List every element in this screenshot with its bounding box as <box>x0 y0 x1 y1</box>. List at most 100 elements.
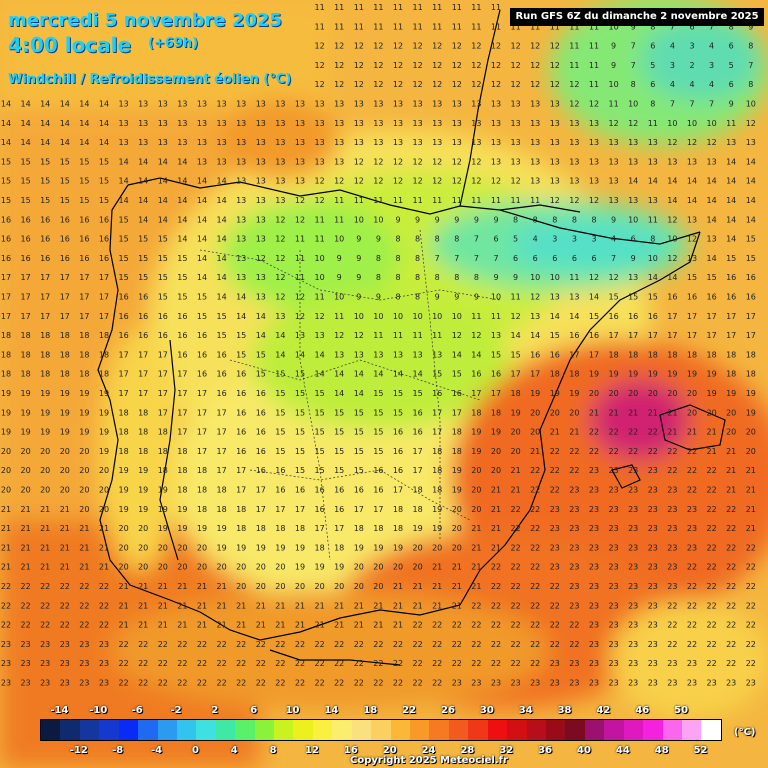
grid-value: 11 <box>589 61 599 70</box>
grid-value: 10 <box>373 215 383 224</box>
grid-value: 15 <box>21 196 31 205</box>
grid-value: 22 <box>687 486 697 495</box>
grid-value: 13 <box>275 138 285 147</box>
legend-label-top: 6 <box>250 705 258 716</box>
grid-value: 19 <box>79 389 89 398</box>
grid-value: 17 <box>1 273 11 282</box>
grid-value: 23 <box>569 505 579 514</box>
grid-value: 15 <box>99 196 109 205</box>
grid-value: 10 <box>609 80 619 89</box>
grid-value: 12 <box>334 61 344 70</box>
grid-value: 13 <box>138 100 148 109</box>
grid-value: 21 <box>79 524 89 533</box>
grid-value: 21 <box>119 621 129 630</box>
grid-value: 18 <box>197 486 207 495</box>
grid-value: 12 <box>471 157 481 166</box>
grid-value: 22 <box>550 601 560 610</box>
grid-value: 21 <box>256 621 266 630</box>
grid-value: 18 <box>393 505 403 514</box>
grid-value: 18 <box>79 350 89 359</box>
grid-value: 13 <box>295 100 305 109</box>
grid-value: 21 <box>21 563 31 572</box>
grid-value: 23 <box>667 524 677 533</box>
grid-value: 22 <box>275 640 285 649</box>
grid-value: 20 <box>491 466 501 475</box>
legend-swatch <box>41 720 61 740</box>
grid-value: 18 <box>628 350 638 359</box>
grid-value: 16 <box>217 350 227 359</box>
grid-value: 13 <box>256 273 266 282</box>
grid-value: 22 <box>667 601 677 610</box>
grid-value: 21 <box>707 428 717 437</box>
grid-value: 19 <box>471 428 481 437</box>
grid-value: 22 <box>1 582 11 591</box>
grid-value: 23 <box>687 659 697 668</box>
grid-value: 20 <box>707 408 717 417</box>
grid-value: 22 <box>236 640 246 649</box>
grid-value: 19 <box>138 505 148 514</box>
grid-value: 23 <box>589 505 599 514</box>
grid-value: 12 <box>452 157 462 166</box>
grid-value: 15 <box>452 370 462 379</box>
legend-label-top: 42 <box>596 705 611 716</box>
grid-value: 21 <box>569 428 579 437</box>
grid-value: 14 <box>511 331 521 340</box>
grid-value: 22 <box>746 563 756 572</box>
grid-value: 13 <box>530 119 540 128</box>
grid-value: 17 <box>40 273 50 282</box>
grid-value: 16 <box>687 293 697 302</box>
grid-value: 20 <box>275 563 285 572</box>
grid-value: 17 <box>726 331 736 340</box>
grid-value: 18 <box>40 370 50 379</box>
grid-value: 21 <box>119 601 129 610</box>
grid-value: 23 <box>589 563 599 572</box>
grid-value: 23 <box>707 679 717 688</box>
grid-value: 18 <box>511 389 521 398</box>
grid-value: 20 <box>1 486 11 495</box>
grid-value: 23 <box>569 486 579 495</box>
grid-value: 13 <box>491 331 501 340</box>
grid-value: 23 <box>60 659 70 668</box>
grid-value: 23 <box>569 582 579 591</box>
grid-value: 21 <box>393 582 403 591</box>
grid-value: 16 <box>177 350 187 359</box>
grid-value: 13 <box>256 138 266 147</box>
grid-value: 21 <box>589 408 599 417</box>
grid-value: 15 <box>177 254 187 263</box>
grid-value: 11 <box>452 196 462 205</box>
grid-value: 15 <box>99 177 109 186</box>
grid-value: 22 <box>471 640 481 649</box>
grid-value: 14 <box>21 138 31 147</box>
grid-value: 16 <box>452 389 462 398</box>
grid-value: 11 <box>413 331 423 340</box>
legend-swatch <box>487 720 508 740</box>
grid-value: 13 <box>687 254 697 263</box>
grid-value: 8 <box>729 22 734 31</box>
grid-value: 7 <box>631 61 636 70</box>
grid-value: 15 <box>746 254 756 263</box>
grid-value: 18 <box>256 524 266 533</box>
grid-value: 14 <box>1 119 11 128</box>
legend-label-top: 2 <box>211 705 219 716</box>
grid-value: 13 <box>315 157 325 166</box>
grid-value: 13 <box>256 157 266 166</box>
grid-value: 21 <box>295 601 305 610</box>
grid-value: 23 <box>628 640 638 649</box>
grid-value: 19 <box>158 524 168 533</box>
grid-value: 15 <box>79 196 89 205</box>
grid-value: 19 <box>217 543 227 552</box>
grid-value: 16 <box>40 235 50 244</box>
grid-value: 18 <box>119 447 129 456</box>
grid-value: 13 <box>177 100 187 109</box>
grid-value: 22 <box>707 640 717 649</box>
grid-value: 16 <box>60 235 70 244</box>
legend-swatch <box>176 720 197 740</box>
grid-value: 23 <box>569 524 579 533</box>
grid-value: 11 <box>648 119 658 128</box>
grid-value: 22 <box>648 447 658 456</box>
grid-value: 12 <box>589 100 599 109</box>
grid-value: 14 <box>256 312 266 321</box>
legend-swatch <box>410 720 430 740</box>
grid-value: 12 <box>452 331 462 340</box>
grid-value: 16 <box>119 331 129 340</box>
